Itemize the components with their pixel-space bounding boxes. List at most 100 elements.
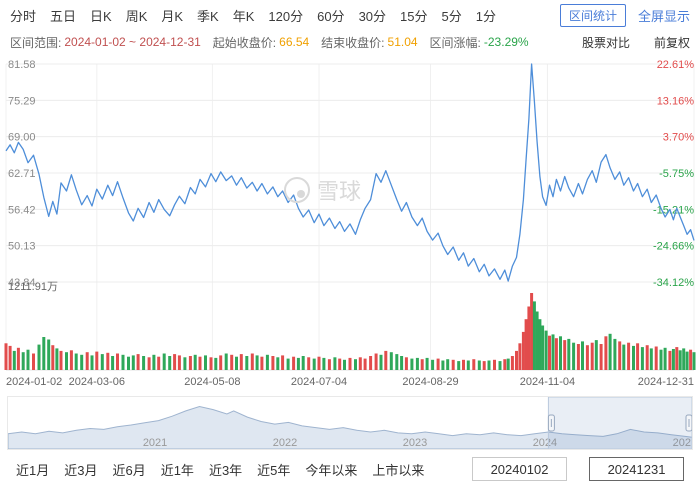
volume-bar <box>8 345 12 370</box>
volume-bar <box>348 357 352 370</box>
period-tab[interactable]: 分时 <box>10 8 37 24</box>
y-axis-label-left: 69.00 <box>8 132 36 144</box>
volume-bar <box>627 342 631 370</box>
volume-bar <box>671 349 675 370</box>
volume-bar <box>384 350 388 370</box>
volume-bar <box>482 361 486 370</box>
volume-bar <box>59 350 63 370</box>
volume-bar <box>286 358 290 370</box>
main-chart-svg[interactable]: 2024-01-02 2024-03-06 2024-05-08 2024-07-04… <box>0 54 700 394</box>
period-tab[interactable]: 60分 <box>317 8 345 24</box>
volume-bar <box>487 360 491 370</box>
volume-bar <box>307 357 311 370</box>
volume-bar <box>446 359 450 370</box>
volume-bar <box>142 356 146 370</box>
adjust-mode-button[interactable]: 前复权 <box>653 35 690 50</box>
volume-bar <box>116 353 119 370</box>
volume-bar <box>541 325 545 370</box>
volume-bar <box>363 358 367 370</box>
navigator-selection[interactable] <box>547 397 692 449</box>
range-button[interactable]: 近1年 <box>160 462 194 478</box>
volume-bar <box>567 338 571 370</box>
period-tab[interactable]: 年K <box>232 8 255 24</box>
volume-bar <box>451 359 455 370</box>
navigator-svg[interactable]: 2021 2022 2023 2024 202 <box>8 397 692 449</box>
range-button[interactable]: 近3月 <box>64 462 98 478</box>
y-axis-label-right: -15.21% <box>653 204 694 216</box>
volume-bar <box>90 355 94 370</box>
volume-bar <box>518 343 522 370</box>
volume-bar <box>188 356 192 370</box>
range-button[interactable]: 上市以来 <box>372 462 425 478</box>
volume-bar <box>168 356 172 370</box>
stats-change-value: -23.29% <box>483 35 529 49</box>
period-tab[interactable]: 15分 <box>400 8 428 24</box>
volume-bar <box>214 357 218 370</box>
volume-bar <box>466 360 470 370</box>
volume-bar <box>32 353 35 370</box>
period-tab[interactable]: 月K <box>161 8 184 24</box>
volume-bar <box>521 331 525 370</box>
volume-bar <box>26 349 30 370</box>
period-tab[interactable]: 周K <box>125 8 148 24</box>
volume-bar <box>506 358 510 370</box>
volume-bar <box>85 352 89 370</box>
start-date-input[interactable] <box>472 457 567 481</box>
period-tab[interactable]: 1分 <box>475 8 496 24</box>
volume-bar <box>682 348 686 370</box>
range-button[interactable]: 近5年 <box>257 462 291 478</box>
volume-bar <box>636 343 640 370</box>
volume-bar <box>198 356 202 370</box>
main-chart: 2024-01-02 2024-03-06 2024-05-08 2024-07-04… <box>0 54 700 394</box>
price-line <box>5 63 695 282</box>
end-date-input[interactable] <box>589 457 684 481</box>
navigator-year-label: 2022 <box>273 437 297 449</box>
interval-stats-bar: 区间范围: 2024-01-02 ~ 2024-12-31 起始收盘价: 66.… <box>0 30 700 54</box>
stats-start-value: 66.54 <box>279 35 310 49</box>
volume-bar <box>121 354 125 370</box>
navigator-year-label: 2024 <box>533 437 557 449</box>
period-tab[interactable]: 120分 <box>268 8 304 24</box>
x-axis-label: 2024-01-02 <box>6 376 62 388</box>
volume-bar <box>532 301 536 370</box>
period-tab[interactable]: 5分 <box>441 8 462 24</box>
period-toolbar: 分时 五日 日K 周K 月K 季K 年K 120分 60分 30分 15分 5分… <box>0 0 700 30</box>
interval-stats-button[interactable]: 区间统计 <box>559 3 626 27</box>
volume-bar <box>675 347 679 370</box>
volume-bar <box>239 354 243 370</box>
period-tab[interactable]: 30分 <box>358 8 387 24</box>
navigator-year-label: 2021 <box>143 437 167 449</box>
fullscreen-button[interactable]: 全屏显示 <box>637 8 690 24</box>
volume-bar <box>69 350 73 370</box>
volume-bar <box>21 352 25 370</box>
volume-bar <box>544 330 548 370</box>
range-button[interactable]: 今年以来 <box>305 462 358 478</box>
range-button[interactable]: 近3年 <box>208 462 243 478</box>
period-tab[interactable]: 日K <box>90 8 112 24</box>
volume-bar <box>47 339 51 370</box>
range-toolbar: 近1月 近3月 近6月 近1年 近3年 近5年 今年以来 上市以来 <box>0 450 700 488</box>
volume-bar <box>65 352 68 370</box>
stock-compare-button[interactable]: 股票对比 <box>581 35 630 50</box>
period-tab[interactable]: 五日 <box>50 8 77 24</box>
volume-bar <box>42 337 46 370</box>
volume-bar <box>415 357 419 370</box>
volume-bar <box>343 359 346 370</box>
volume-bar <box>260 356 264 370</box>
timeline-navigator[interactable]: 2021 2022 2023 2024 202 <box>7 396 693 450</box>
range-button[interactable]: 近6月 <box>112 462 146 478</box>
volume-bar <box>594 340 598 370</box>
volume-bar <box>685 351 689 370</box>
volume-bar <box>136 354 140 370</box>
volume-bar <box>312 358 316 370</box>
volume-bar <box>404 357 408 370</box>
period-tab[interactable]: 季K <box>197 8 219 24</box>
volume-bar <box>493 359 496 370</box>
volume-bar <box>692 352 696 370</box>
range-button[interactable]: 近1月 <box>16 462 50 478</box>
volume-bar <box>322 357 326 370</box>
y-axis-label-left: 56.42 <box>8 204 36 216</box>
volume-bar <box>563 340 567 370</box>
navigator-year-label: 2023 <box>403 437 427 449</box>
volume-bar <box>338 358 342 370</box>
